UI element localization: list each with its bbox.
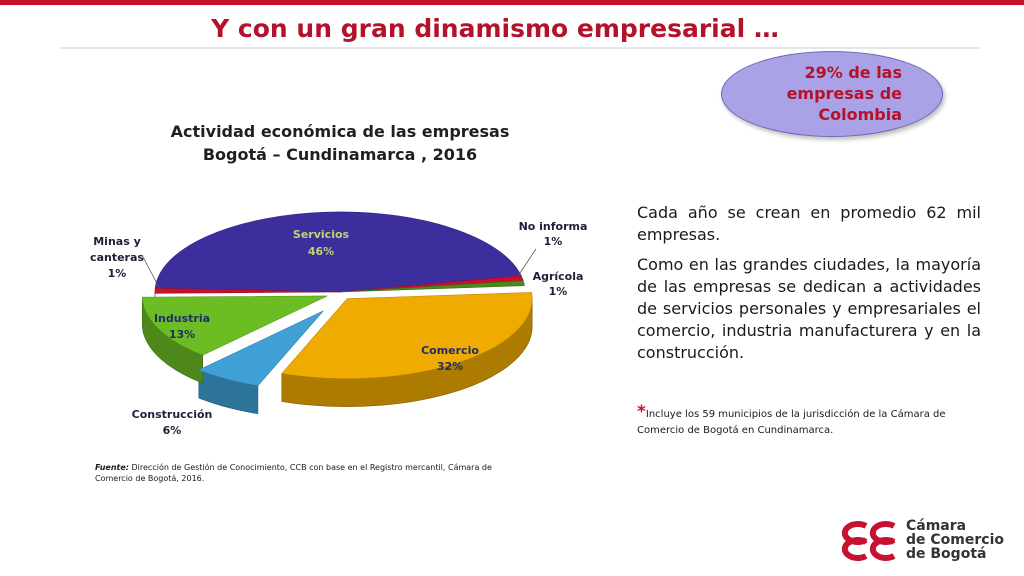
chart-title-line-2: Bogotá – Cundinamarca , 2016 [202, 145, 478, 164]
label-minas-value: 1% [108, 267, 127, 280]
body-paragraph-2: Como en las grandes ciudades, la mayoría… [637, 255, 981, 362]
label-industria-value: 13% [169, 328, 195, 341]
label-construccion-value: 6% [163, 424, 182, 437]
label-servicios-value: 46% [308, 245, 334, 258]
top-accent-bar [0, 0, 1024, 5]
logo-line-1: Cámara [906, 518, 967, 534]
pie-slice-construccion [198, 310, 324, 387]
source-note: Fuente: Dirección de Gestión de Conocimi… [95, 462, 495, 484]
label-noinforma-value: 1% [544, 235, 563, 248]
callout-text: 29% de las empresas de Colombia [786, 63, 902, 124]
body-paragraph-1: Cada año se crean en promedio 62 mil emp… [637, 203, 981, 244]
label-comercio-value: 32% [437, 360, 463, 373]
title-divider [60, 47, 980, 49]
label-noinforma-name: No informa [519, 220, 588, 233]
pie-slice-industria [141, 295, 328, 356]
label-comercio-name: Comercio [421, 344, 479, 357]
logo-line-2: de Comercio [906, 532, 1004, 548]
footnote-asterisk: * [637, 402, 646, 422]
chart-title: Actividad económica de las empresas Bogo… [140, 120, 540, 166]
ccb-logo-icon [841, 521, 896, 561]
label-industria-name: Industria [154, 312, 210, 325]
label-agricola-name: Agrícola [533, 270, 584, 283]
label-minas-name-2: canteras [90, 251, 144, 264]
chart-title-line-1: Actividad económica de las empresas [170, 122, 510, 141]
pie-slice-agricola [339, 280, 525, 293]
page-title: Y con un gran dinamismo empresarial … [211, 14, 779, 43]
callout-oval [721, 51, 943, 137]
footnote-text: Incluye los 59 municipios de la jurisdic… [637, 409, 946, 436]
label-construccion-name: Construcción [132, 408, 213, 421]
pie-slice-comercio [281, 292, 533, 379]
footnote: *Incluye los 59 municipios de la jurisdi… [637, 404, 987, 439]
body-text: Cada año se crean en promedio 62 mil emp… [637, 202, 981, 372]
pie-slice-servicios [154, 211, 522, 293]
logo-text: Cámara de Comercio de Bogotá [906, 519, 1016, 561]
logo-line-3: de Bogotá [906, 546, 987, 562]
source-text: Dirección de Gestión de Conocimiento, CC… [95, 463, 492, 483]
label-agricola-value: 1% [549, 285, 568, 298]
source-label: Fuente: [95, 463, 129, 472]
label-minas-name-1: Minas y [93, 235, 141, 248]
pie-slice-minas-y-canteras [154, 287, 341, 294]
leader-noinforma [517, 248, 537, 277]
label-servicios-name: Servicios [293, 228, 350, 241]
leader-minas [141, 254, 163, 294]
